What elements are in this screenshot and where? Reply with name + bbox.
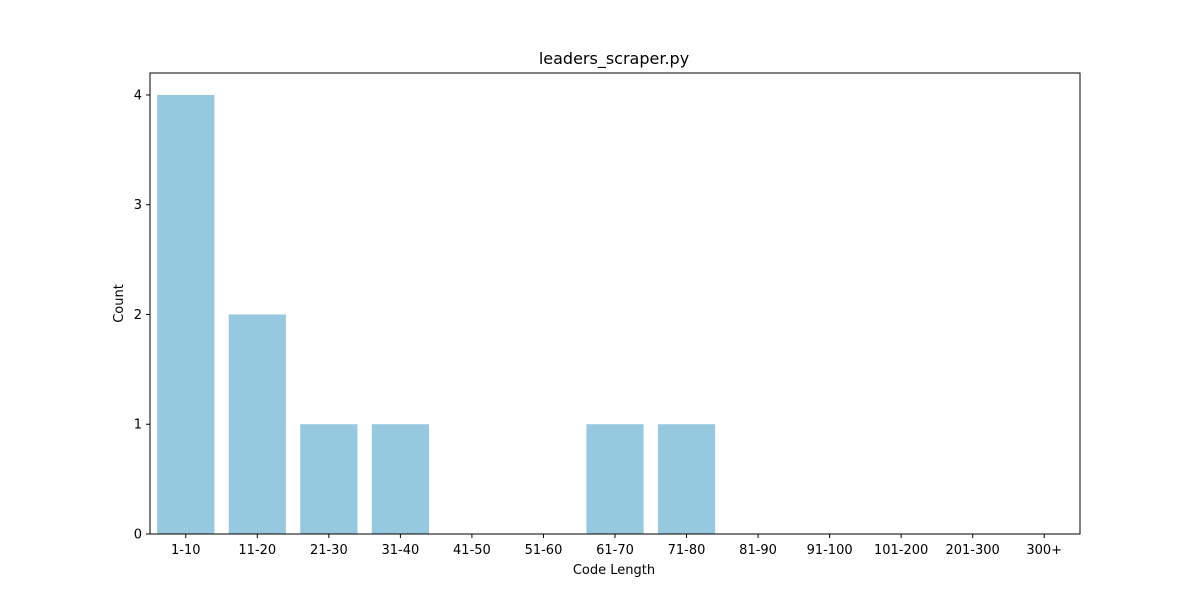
- x-tick-label: 1-10: [171, 543, 201, 558]
- bar-1-10: [157, 94, 215, 534]
- y-axis: 0 1 2 3 4: [134, 88, 150, 543]
- x-axis: 1-10 11-20 21-30 31-40 41-50 51-60 61-70 71-80 8…: [171, 534, 1062, 558]
- y-tick-label: 3: [134, 198, 142, 213]
- y-tick-label: 0: [134, 528, 142, 543]
- x-tick-label: 61-70: [596, 543, 634, 558]
- x-tick-label: 91-100: [807, 543, 853, 558]
- bar-61-70: [586, 424, 644, 534]
- chart-title: leaders_scraper.py: [539, 49, 689, 69]
- bar-21-30: [300, 424, 358, 534]
- y-tick-label: 4: [134, 88, 142, 103]
- x-tick-label: 11-20: [238, 543, 276, 558]
- x-tick-label: 101-200: [874, 543, 928, 558]
- bar-71-80: [657, 424, 716, 534]
- x-tick-label: 21-30: [310, 543, 348, 558]
- x-tick-label: 41-50: [453, 543, 491, 558]
- x-tick-label: 300+: [1026, 543, 1062, 558]
- bar-31-40: [371, 424, 429, 534]
- x-tick-label: 71-80: [668, 543, 706, 558]
- bar-11-20: [228, 314, 286, 534]
- x-axis-label: Code Length: [573, 563, 655, 578]
- y-tick-label: 2: [134, 308, 142, 323]
- x-tick-label: 31-40: [381, 543, 419, 558]
- x-tick-label: 51-60: [525, 543, 563, 558]
- y-tick-label: 1: [134, 418, 142, 433]
- x-tick-label: 201-300: [946, 543, 1000, 558]
- plot-area: [157, 94, 716, 534]
- x-tick-label: 81-90: [739, 543, 777, 558]
- y-axis-label: Count: [112, 284, 127, 323]
